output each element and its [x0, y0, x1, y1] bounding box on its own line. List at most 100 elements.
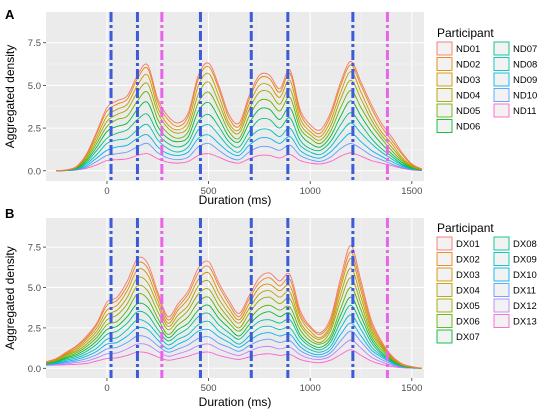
series-line-nd04 — [56, 79, 423, 172]
legend-label: DX12 — [513, 301, 537, 312]
legend-key — [436, 88, 453, 102]
legend-key — [436, 252, 453, 266]
legend-item-dx02: DX02 — [436, 252, 480, 266]
legend-key — [493, 236, 510, 251]
series-line-dx04 — [46, 267, 423, 369]
legend-item-nd08: ND08 — [493, 57, 537, 71]
legend-key — [436, 103, 453, 118]
legend-item-dx05: DX05 — [436, 298, 480, 313]
panel-label: A — [5, 7, 15, 22]
legend: Participant ND01 ND02 ND03 ND04 ND05 ND06 ND07 N… — [436, 26, 537, 133]
legend-item-nd11: ND11 — [493, 103, 537, 118]
legend-item-dx08: DX08 — [493, 236, 537, 251]
legend-item-nd07: ND07 — [493, 41, 537, 56]
x-axis-title: Duration (ms) — [199, 193, 272, 207]
legend-item-dx07: DX07 — [436, 329, 480, 344]
legend-item-dx09: DX09 — [493, 252, 537, 266]
legend-item-dx13: DX13 — [493, 314, 537, 328]
legend-label: DX13 — [513, 317, 537, 328]
series-line-dx05 — [46, 277, 423, 369]
legend-label: DX05 — [456, 301, 480, 312]
panel-b: B 0.0 2.5 5.0 7.5 0 500 1000 1500 Duration (ms) Ag… — [3, 206, 424, 409]
series-line-dx02 — [46, 251, 423, 369]
legend-key — [493, 252, 510, 266]
series-line-nd10 — [56, 142, 423, 172]
legend-key — [436, 119, 453, 133]
legend-key — [493, 72, 510, 87]
y-tick-label: 5.0 — [28, 283, 41, 294]
series-line-dx11 — [46, 330, 423, 369]
legend-label: DX04 — [456, 286, 480, 297]
x-tick-label: 1500 — [401, 186, 422, 197]
legend-item-nd02: ND02 — [436, 57, 480, 71]
legend-item-nd03: ND03 — [436, 72, 480, 87]
y-tick-label: 5.0 — [28, 81, 41, 92]
x-tick-label: 0 — [104, 383, 109, 394]
legend-item-nd06: ND06 — [436, 119, 480, 133]
y-tick-label: 0.0 — [28, 166, 41, 177]
series-line-nd01 — [56, 61, 423, 172]
y-axis-title: Aggregated density — [3, 45, 17, 148]
series-line-nd11 — [56, 152, 423, 172]
legend-key — [436, 267, 453, 282]
series-line-dx06 — [46, 287, 423, 369]
legend-label: ND11 — [513, 106, 537, 117]
series-line-dx12 — [46, 339, 423, 369]
legend-item-dx04: DX04 — [436, 283, 480, 297]
x-tick-label: 1000 — [300, 383, 321, 394]
y-tick-label: 2.5 — [28, 323, 41, 334]
series-line-dx09 — [46, 314, 423, 369]
legend-key — [493, 103, 510, 118]
plot-area — [56, 12, 423, 181]
legend-item-dx03: DX03 — [436, 267, 480, 282]
legend-key — [436, 41, 453, 56]
legend-label: DX06 — [456, 317, 480, 328]
y-tick-label: 2.5 — [28, 124, 41, 135]
legend-label: DX11 — [513, 286, 536, 297]
series-line-dx08 — [46, 304, 423, 369]
legend-label: ND01 — [456, 44, 480, 55]
x-tick-label: 500 — [201, 186, 217, 197]
legend-key — [436, 298, 453, 313]
legend: Participant DX01 DX02 DX03 DX04 DX05 DX06 DX07 D… — [436, 221, 537, 344]
y-axis-title: Aggregated density — [3, 246, 17, 349]
legend-title: Participant — [437, 221, 494, 235]
legend-item-dx01: DX01 — [436, 236, 480, 251]
legend-label: DX10 — [513, 270, 537, 281]
legend-key — [493, 88, 510, 102]
x-axis-title: Duration (ms) — [199, 395, 272, 409]
y-tick-label: 7.5 — [28, 243, 41, 254]
plot-area — [46, 218, 423, 378]
legend-key — [493, 267, 510, 282]
legend-label: ND09 — [513, 75, 537, 86]
legend-key — [436, 57, 453, 71]
legend-key — [493, 283, 510, 297]
series-line-nd03 — [56, 71, 423, 172]
legend-title: Participant — [437, 26, 494, 40]
legend-key — [436, 314, 453, 328]
series-line-dx13 — [46, 349, 423, 369]
legend-item-dx11: DX11 — [493, 283, 536, 297]
panel-label: B — [5, 206, 14, 221]
legend-label: ND10 — [513, 91, 537, 102]
x-tick-label: 500 — [201, 383, 217, 394]
series-line-dx01 — [46, 245, 423, 369]
legend-key — [493, 314, 510, 328]
legend-label: DX09 — [513, 255, 537, 266]
legend-label: DX07 — [456, 332, 480, 343]
legend-item-dx10: DX10 — [493, 267, 537, 282]
series-line-dx03 — [46, 257, 423, 369]
legend-label: ND08 — [513, 60, 537, 71]
legend-item-nd01: ND01 — [436, 41, 480, 56]
legend-key — [436, 329, 453, 344]
legend-label: ND07 — [513, 44, 537, 55]
legend-label: ND05 — [456, 106, 480, 117]
legend-label: DX03 — [456, 270, 480, 281]
legend-label: ND06 — [456, 122, 480, 133]
series-line-nd09 — [56, 132, 423, 172]
legend-key — [493, 41, 510, 56]
legend-key — [493, 57, 510, 71]
legend-label: DX08 — [513, 239, 537, 250]
legend-label: DX01 — [456, 239, 480, 250]
